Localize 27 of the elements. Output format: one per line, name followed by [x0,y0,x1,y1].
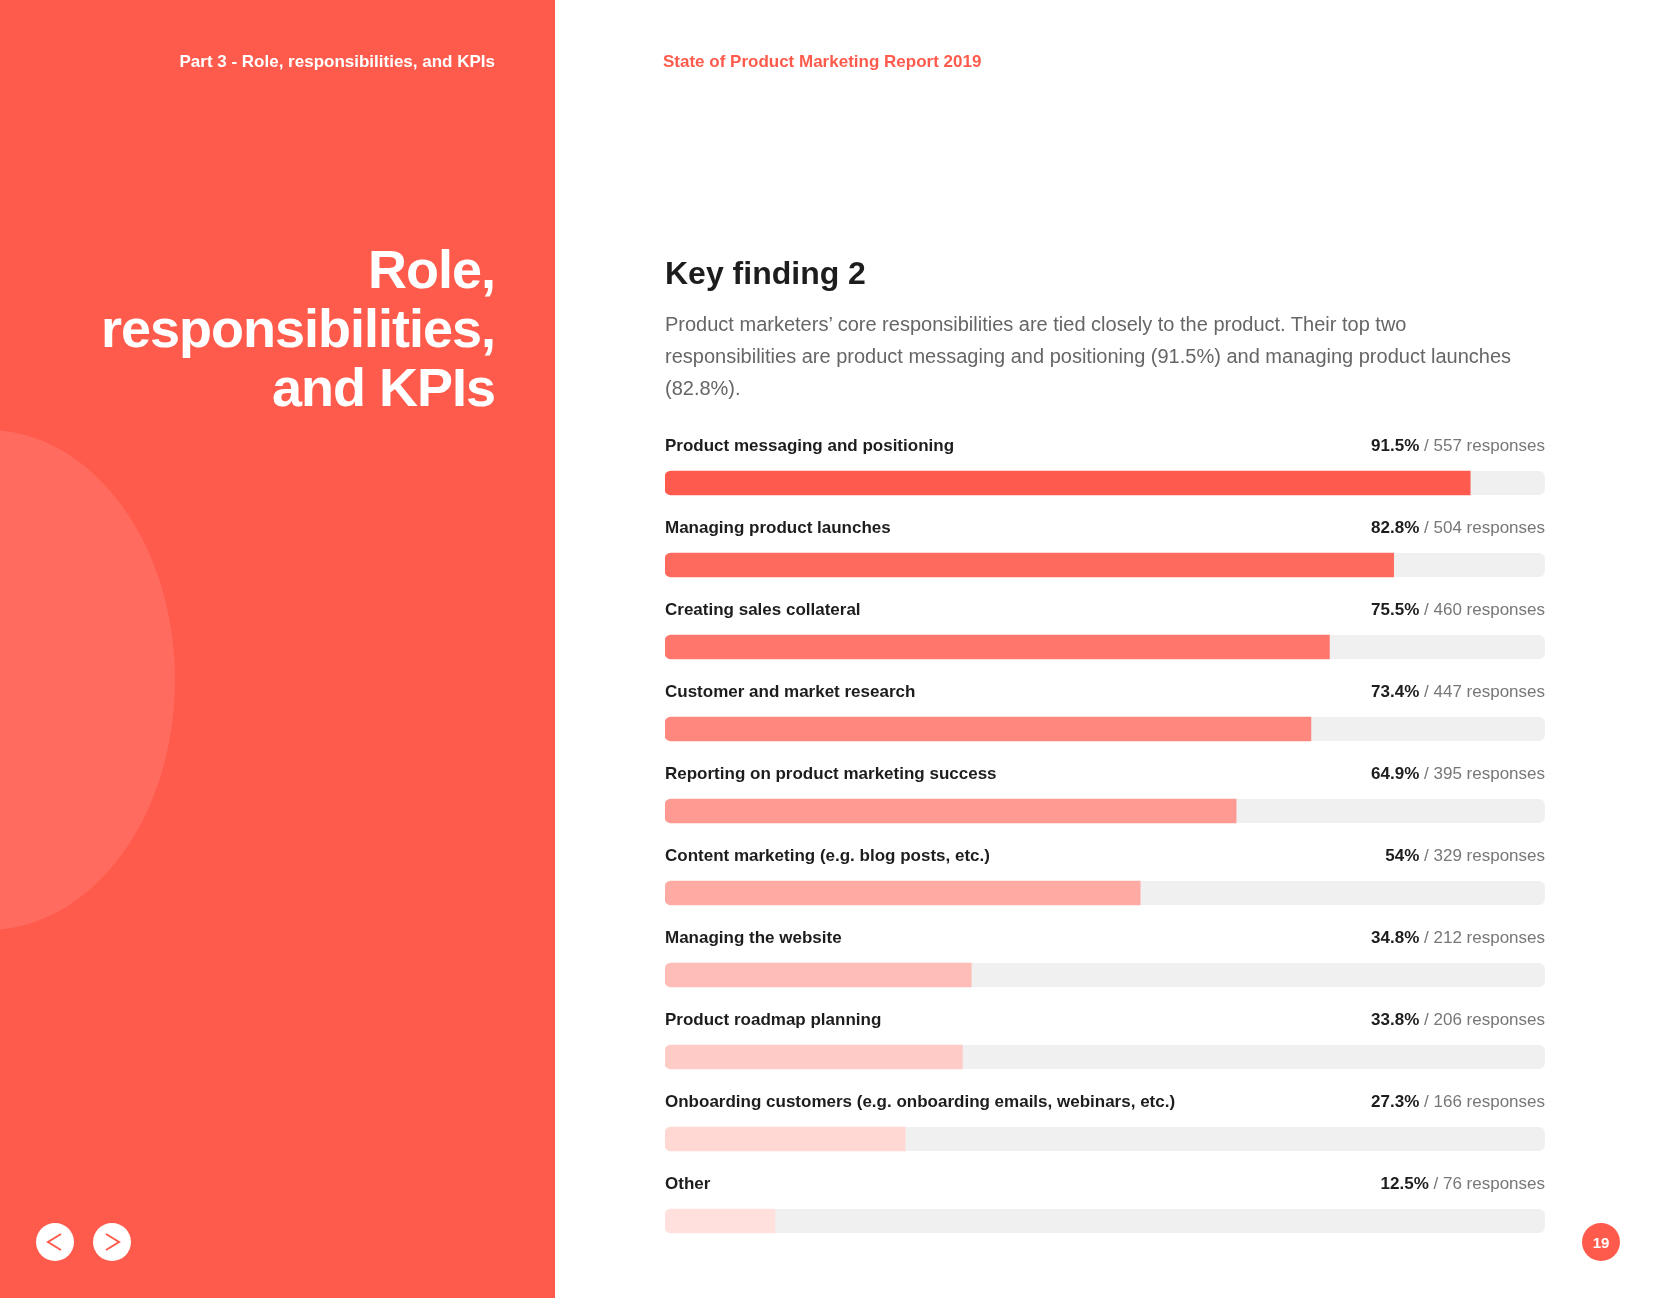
data-label: 33.8% / 206 responses [1371,1010,1546,1029]
chart-title: Key finding 2 [665,255,866,292]
y-tick-label: Product messaging and positioning [665,436,955,455]
text: Role, responsibilities, and KPIs [99,239,495,417]
data-label: 64.9% / 395 responses [1371,764,1546,783]
data-label: 91.5% / 557 responses [1371,436,1546,455]
data-label: 27.3% / 166 responses [1371,1092,1546,1111]
data-label: 54% / 329 responses [1385,846,1546,865]
chart-subtitle: Product marketers’ core responsibilities are tied closely to the product. Their top two responsibilities are product messaging and positioning (91.5%) and managing product launches (82.8%). [665,312,1513,401]
y-tick-label: Onboarding customers (e.g. onboarding emails, webinars, etc.) [665,1092,1176,1111]
data-label: 82.8% / 504 responses [1371,518,1546,537]
y-tick-label: Product roadmap planning [665,1010,882,1029]
y-tick-label: Reporting on product marketing success [665,764,997,783]
text: Part 3 - Role, responsibilities, and KPIs [179,52,495,72]
text: 19 [1582,1223,1620,1261]
data-label: 73.4% / 447 responses [1371,682,1546,701]
data-label: 34.8% / 212 responses [1371,928,1546,947]
data-label: 75.5% / 460 responses [1371,600,1546,619]
y-tick-label: Other [665,1174,711,1193]
y-tick-label: Managing product launches [665,518,891,537]
y-tick-label: Managing the website [665,928,842,947]
y-tick-label: Creating sales collateral [665,600,861,619]
bar [665,1208,776,1234]
data-label: 12.5% / 76 responses [1380,1174,1546,1193]
y-tick-label: Customer and market research [665,682,916,701]
text: State of Product Marketing Report 2019 [663,52,982,72]
y-tick-label: Content marketing (e.g. blog posts, etc.) [665,846,990,865]
